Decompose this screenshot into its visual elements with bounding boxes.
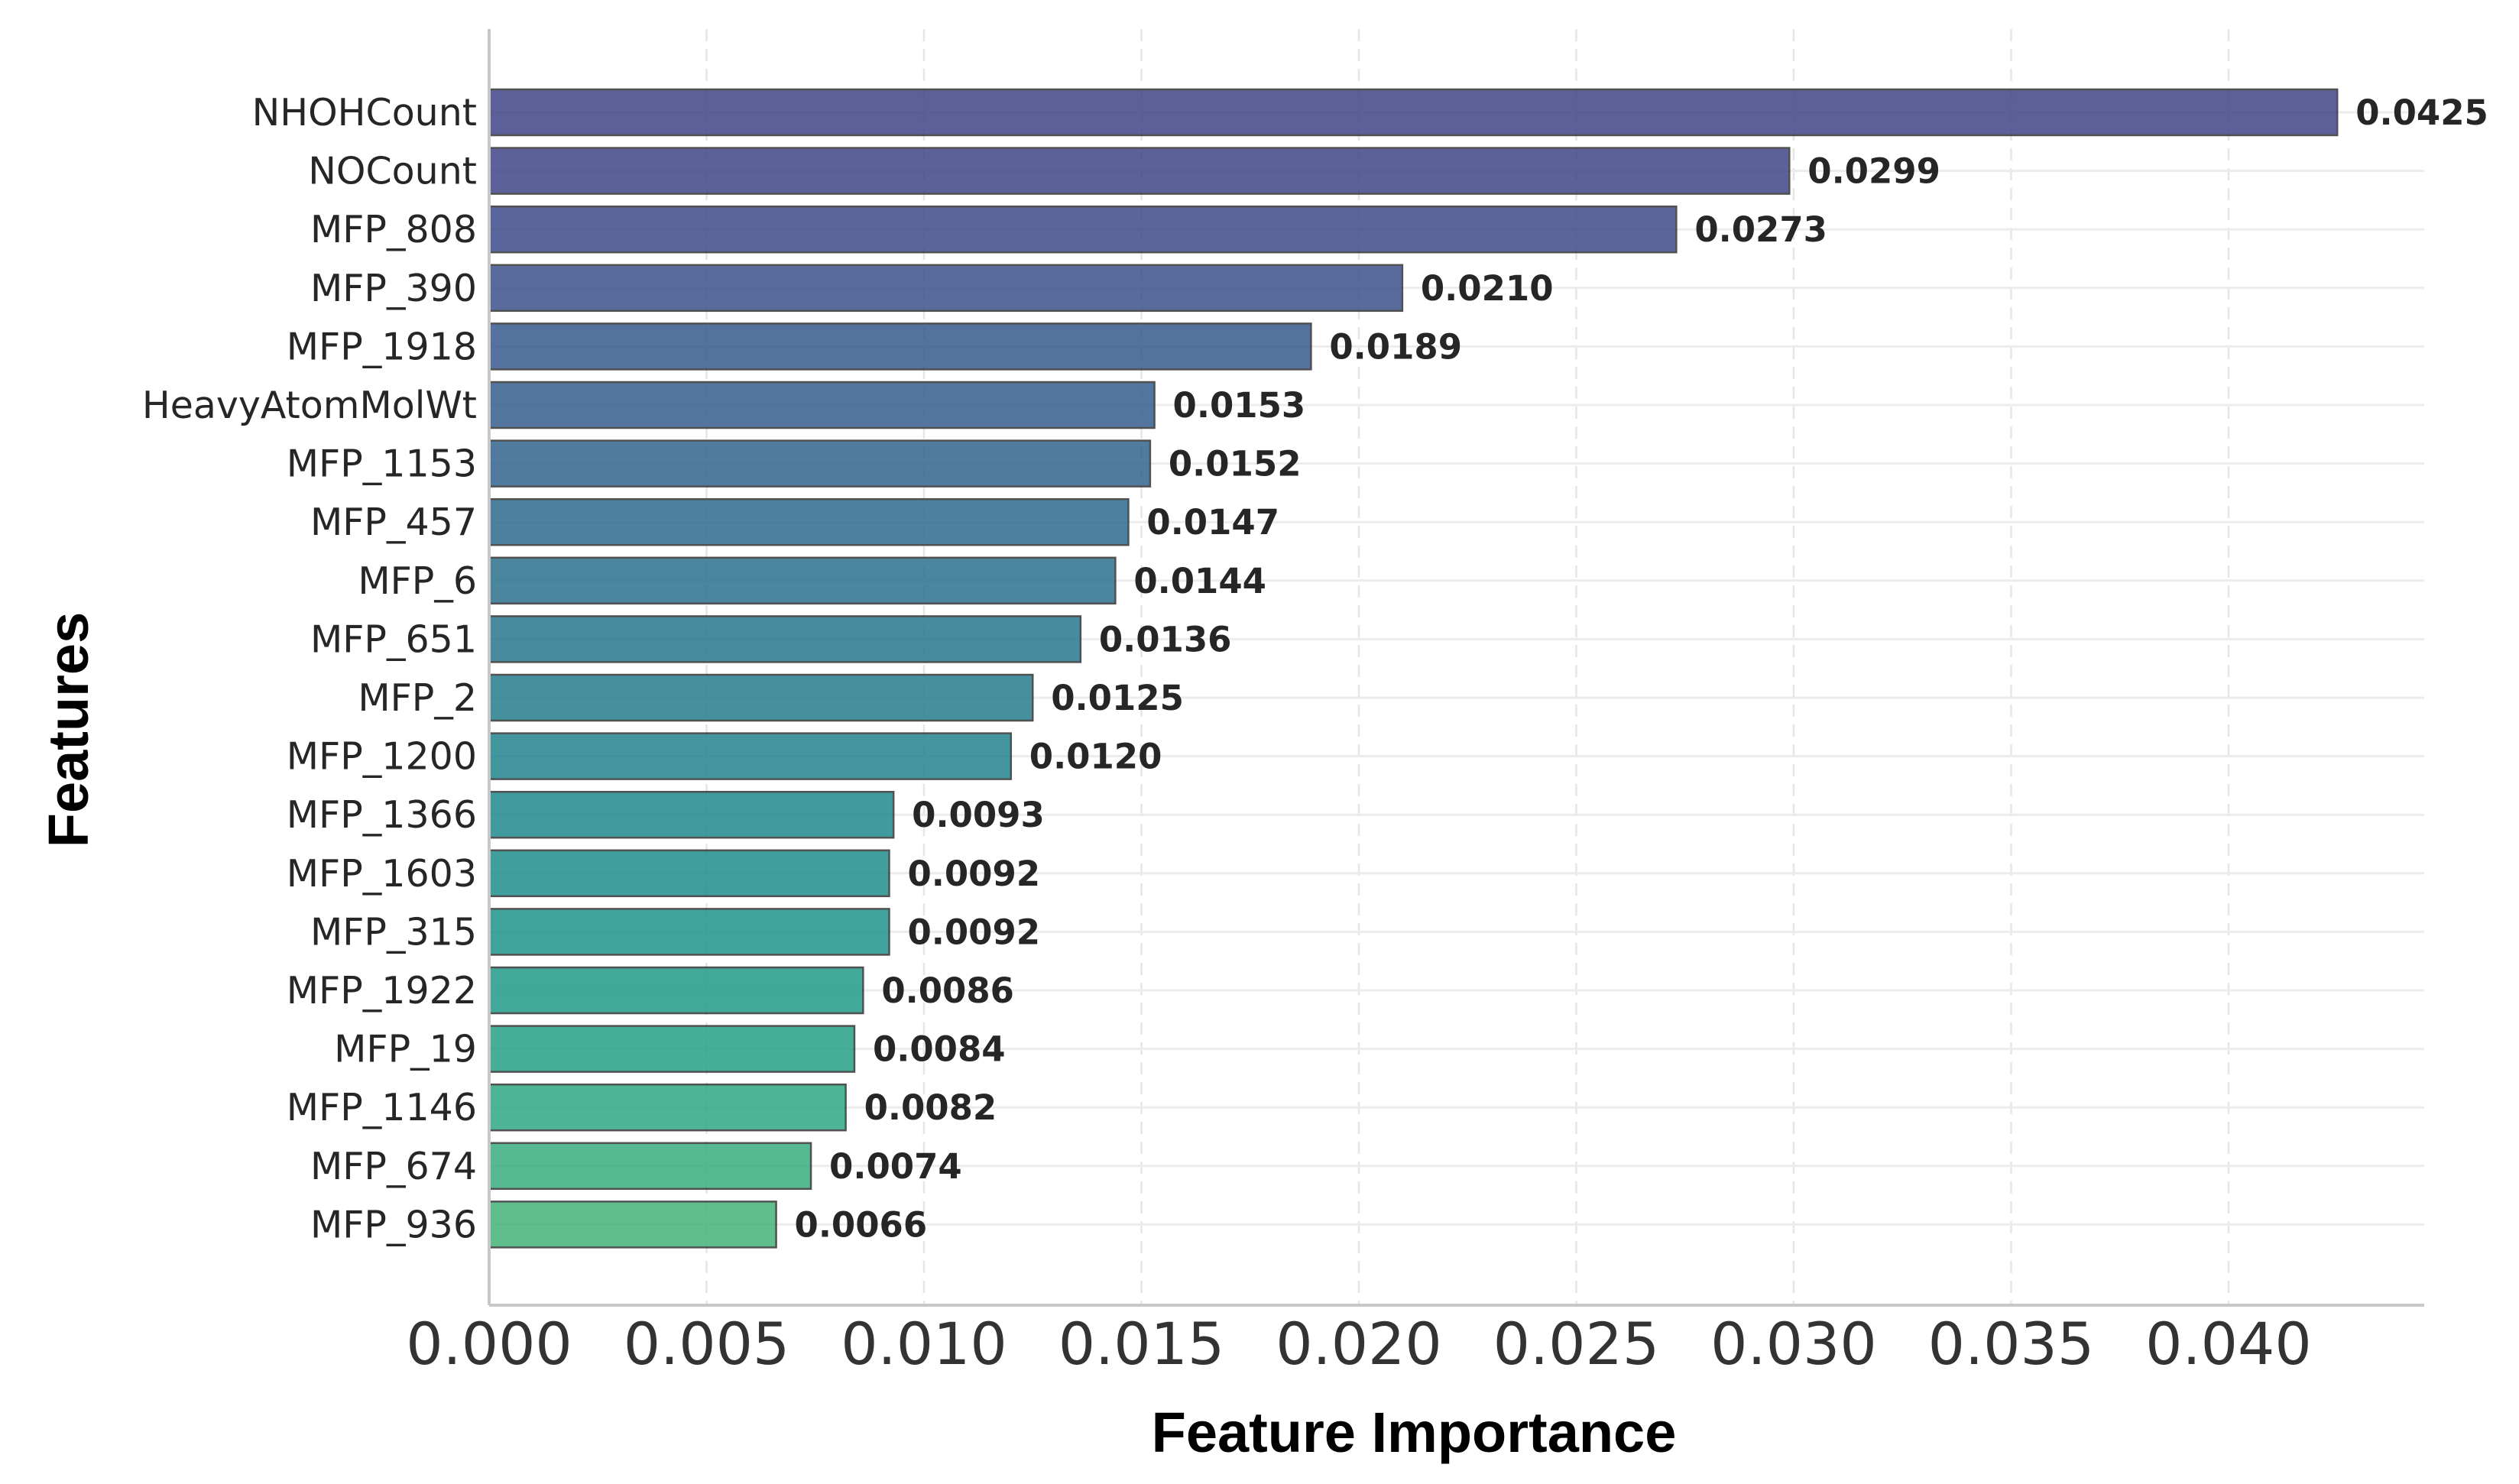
category-label: MFP_808	[310, 208, 477, 251]
bar	[488, 732, 1013, 780]
bar	[488, 147, 1791, 195]
category-label: HeavyAtomMolWt	[142, 384, 477, 427]
bar	[488, 849, 890, 898]
category-label: MFP_19	[334, 1028, 477, 1071]
category-label: MFP_2	[358, 676, 477, 720]
bar	[488, 1083, 847, 1132]
value-label: 0.0273	[1694, 209, 1827, 250]
bar	[488, 439, 1152, 488]
bar	[488, 1200, 777, 1249]
category-label: MFP_674	[310, 1145, 477, 1188]
value-label: 0.0066	[795, 1204, 928, 1245]
category-label: NOCount	[308, 150, 477, 193]
bar	[488, 966, 864, 1015]
x-tick-label: 0.040	[2145, 1310, 2312, 1378]
bars	[488, 88, 2339, 1249]
value-label: 0.0425	[2355, 92, 2488, 133]
category-label: NHOHCount	[252, 91, 477, 134]
x-tick-label: 0.030	[1710, 1310, 1877, 1378]
bar	[488, 88, 2339, 137]
bar	[488, 908, 890, 956]
value-label: 0.0210	[1421, 268, 1554, 309]
category-label: MFP_6	[358, 559, 477, 603]
value-label: 0.0299	[1807, 151, 1940, 192]
x-tick-labels: 0.000 0.005 0.010 0.015 0.020 0.025 0.030 0.035…	[406, 1310, 2312, 1378]
x-axis-title: Feature Importance	[1152, 1401, 1677, 1464]
value-label: 0.0152	[1169, 444, 1302, 484]
category-label: MFP_1366	[287, 793, 477, 837]
bar	[488, 790, 895, 839]
value-label: 0.0092	[907, 912, 1040, 952]
bar	[488, 381, 1156, 429]
category-labels: NHOHCount NOCount MFP_808 MFP_390 MFP_1918 He…	[142, 91, 477, 1246]
value-label: 0.0153	[1173, 385, 1306, 426]
value-labels: 0.0425 0.0299 0.0273 0.0210 0.0189 0.0153 0.01…	[795, 92, 2488, 1245]
value-label: 0.0074	[829, 1146, 962, 1187]
category-label: MFP_1200	[287, 735, 477, 779]
bar	[488, 1142, 812, 1191]
x-tick-label: 0.015	[1058, 1310, 1225, 1378]
bar	[488, 673, 1034, 722]
category-label: MFP_1153	[287, 442, 477, 486]
value-label: 0.0144	[1133, 561, 1266, 601]
value-label: 0.0147	[1146, 502, 1279, 543]
x-tick-label: 0.010	[841, 1310, 1007, 1378]
x-tick-label: 0.005	[624, 1310, 790, 1378]
value-label: 0.0082	[864, 1087, 997, 1128]
value-label: 0.0136	[1099, 619, 1232, 659]
value-label: 0.0092	[907, 854, 1040, 894]
category-label: MFP_390	[310, 267, 477, 310]
category-label: MFP_651	[310, 617, 477, 661]
bar	[488, 322, 1312, 371]
x-tick-label: 0.020	[1276, 1310, 1442, 1378]
value-label: 0.0125	[1051, 678, 1184, 718]
x-tick-label: 0.000	[406, 1310, 572, 1378]
bar	[488, 497, 1130, 546]
value-label: 0.0120	[1029, 737, 1162, 777]
bar	[488, 556, 1117, 605]
bar	[488, 1025, 856, 1073]
category-label: MFP_936	[310, 1203, 477, 1246]
bar	[488, 264, 1404, 313]
category-label: MFP_1146	[287, 1086, 477, 1129]
y-axis-title: Features	[37, 612, 100, 847]
x-tick-label: 0.025	[1493, 1310, 1660, 1378]
value-label: 0.0093	[912, 795, 1045, 835]
category-label: MFP_1603	[287, 852, 477, 896]
value-label: 0.0086	[881, 970, 1014, 1011]
bar	[488, 205, 1678, 254]
axes	[488, 29, 2424, 1307]
x-tick-label: 0.035	[1928, 1310, 2095, 1378]
category-label: MFP_1918	[287, 325, 477, 368]
category-label: MFP_1922	[287, 969, 477, 1013]
bar	[488, 615, 1082, 663]
value-label: 0.0084	[873, 1029, 1006, 1070]
value-label: 0.0189	[1329, 326, 1462, 367]
category-label: MFP_315	[310, 910, 477, 954]
category-label: MFP_457	[310, 501, 477, 544]
